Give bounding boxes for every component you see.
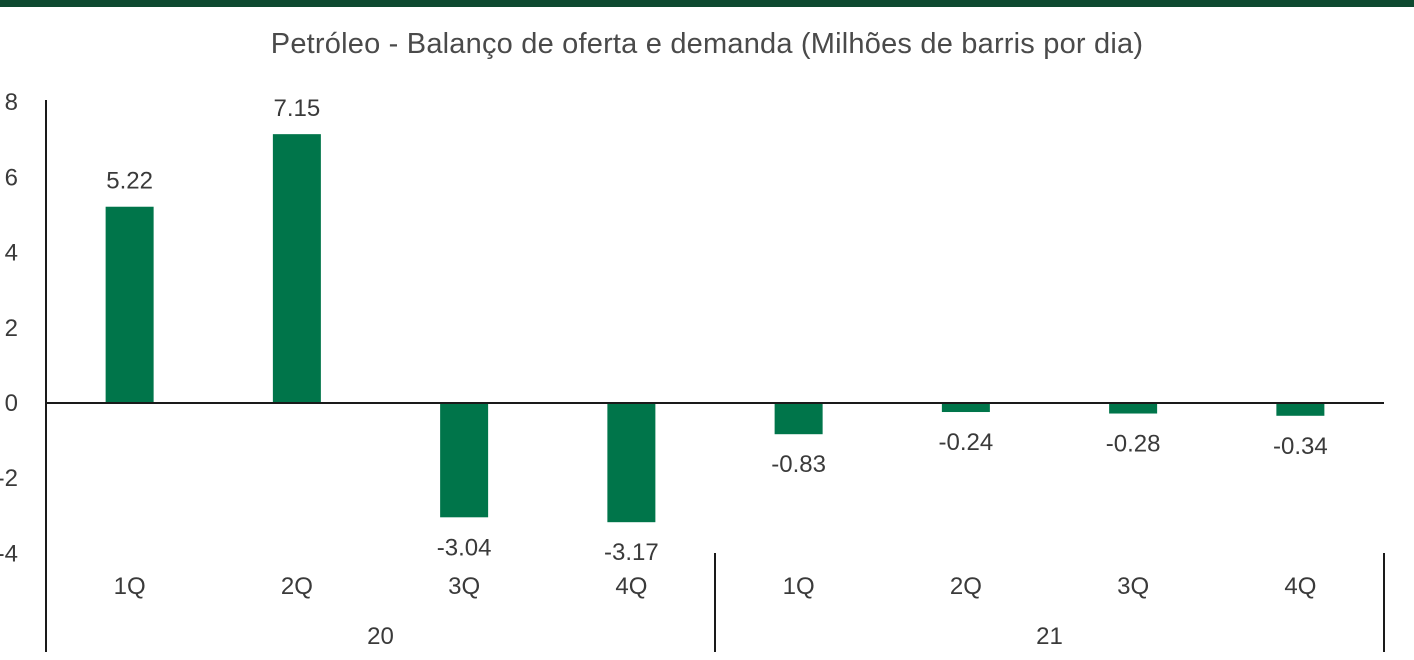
x-category-label: 2Q (281, 573, 313, 600)
data-label: 7.15 (274, 95, 321, 122)
x-category-label: 2Q (950, 573, 982, 600)
y-tick-label: -2 (0, 465, 18, 492)
header-band (0, 0, 1414, 7)
data-label: -0.83 (771, 451, 826, 478)
x-category-label: 4Q (1284, 573, 1316, 600)
x-category-label: 3Q (1117, 573, 1149, 600)
bar (440, 403, 489, 518)
y-tick-label: 0 (5, 390, 18, 417)
x-category-label: 1Q (783, 573, 815, 600)
x-group-label: 20 (367, 623, 394, 650)
chart-title: Petróleo - Balanço de oferta e demanda (… (270, 28, 1144, 60)
axes (45, 100, 1385, 652)
x-category-label: 1Q (114, 573, 146, 600)
y-tick-label: 2 (5, 315, 18, 342)
data-label: -0.24 (939, 429, 994, 456)
data-label: -3.17 (604, 539, 659, 566)
x-group-label: 21 (1036, 623, 1063, 650)
bar (1276, 403, 1325, 416)
x-group-labels: 20 21 (367, 623, 1063, 650)
x-category-label: 3Q (448, 573, 480, 600)
data-label: -0.28 (1106, 431, 1161, 458)
bar (774, 403, 823, 435)
bar (105, 206, 154, 403)
bars (105, 134, 1325, 523)
bar (1109, 403, 1158, 414)
bar (941, 403, 990, 413)
bar (272, 134, 321, 403)
bar (607, 403, 656, 523)
data-label: -3.04 (437, 534, 492, 561)
x-category-labels: 1Q 2Q 3Q 4Q 1Q 2Q 3Q 4Q (114, 573, 1317, 600)
y-axis-ticks: -4 -2 0 2 4 6 8 (0, 89, 18, 567)
y-tick-label: 4 (5, 240, 18, 267)
data-label: 5.22 (106, 168, 153, 195)
y-tick-label: -4 (0, 540, 18, 567)
x-category-label: 4Q (615, 573, 647, 600)
data-labels: 5.22 7.15 -3.04 -3.17 -0.83 -0.24 -0.28 -0.34 (106, 95, 1327, 566)
data-label: -0.34 (1273, 433, 1328, 460)
y-tick-label: 6 (5, 164, 18, 191)
y-tick-label: 8 (5, 89, 18, 116)
